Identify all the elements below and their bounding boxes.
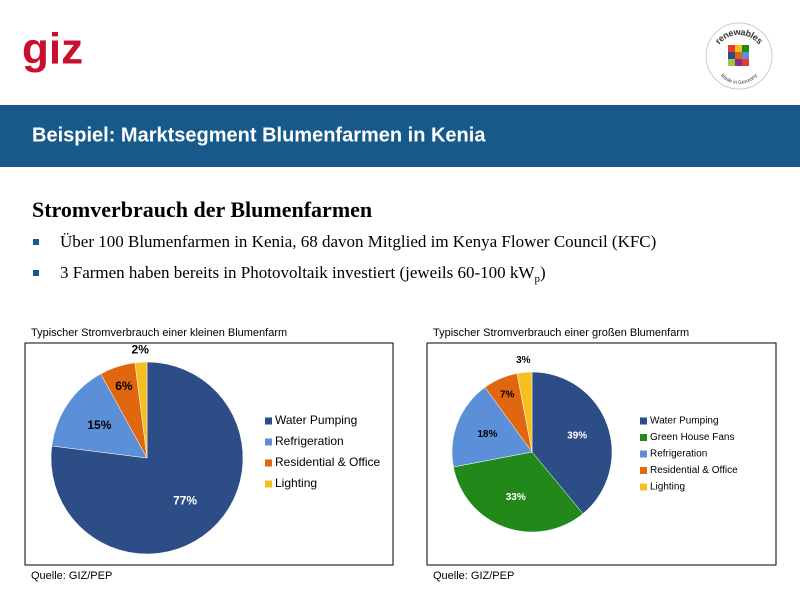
- bullet-subscript: p: [534, 273, 540, 285]
- legend-swatch: [640, 434, 647, 441]
- header-title: Beispiel: Marktsegment Blumenfarmen in K…: [32, 124, 486, 146]
- chart-source: Quelle: GIZ/PEP: [433, 570, 514, 582]
- chart-title: Typischer Stromverbrauch einer großen Bl…: [433, 327, 689, 339]
- badge-tile: [742, 59, 749, 66]
- value-label: 7%: [500, 389, 515, 400]
- chart-frame: [426, 342, 777, 566]
- value-label: 6%: [115, 379, 133, 393]
- legend-swatch: [265, 459, 272, 467]
- bullet-marker: [33, 270, 39, 276]
- bullet: Über 100 Blumenfarmen in Kenia, 68 davon…: [60, 232, 656, 251]
- legend-swatch: [265, 438, 272, 446]
- badge: renewables Made in Germany: [705, 22, 773, 90]
- legend-swatch: [640, 483, 647, 491]
- pie-slice: [134, 361, 148, 459]
- pie-slice: [516, 371, 533, 453]
- value-label: 33%: [506, 492, 526, 503]
- legend-swatch: [265, 417, 272, 425]
- badge-tile: [735, 45, 742, 52]
- bullet-text: 3 Farmen haben bereits in Photovoltaik i…: [60, 263, 535, 282]
- chart-frame: [24, 342, 394, 566]
- legend-swatch: [640, 417, 647, 425]
- bullet-marker: [33, 239, 39, 245]
- chart-source: Quelle: GIZ/PEP: [31, 570, 112, 582]
- legend-label: Lighting: [275, 476, 317, 490]
- value-label: 77%: [173, 493, 197, 507]
- badge-tile: [735, 52, 742, 59]
- badge-tile: [742, 52, 749, 59]
- legend-label: Green House Fans: [650, 432, 735, 443]
- badge-tile: [742, 45, 749, 52]
- bullet: 3 Farmen haben bereits in Photovoltaik i…: [60, 263, 546, 285]
- header-band: [0, 105, 800, 167]
- logo: giz: [22, 25, 83, 74]
- value-label: 18%: [477, 429, 497, 440]
- legend-label: Water Pumping: [275, 413, 357, 427]
- legend-swatch: [265, 480, 272, 488]
- pie-slice: [51, 373, 148, 459]
- heading: Stromverbrauch der Blumenfarmen: [32, 197, 372, 222]
- pie-slice: [453, 451, 584, 533]
- legend-swatch: [640, 467, 647, 474]
- badge-tile: [728, 59, 735, 66]
- badge-tile: [728, 45, 735, 52]
- value-label: 2%: [132, 342, 150, 356]
- value-label: 15%: [87, 418, 111, 432]
- legend-label: Refrigeration: [275, 434, 344, 448]
- pie-slice: [451, 386, 533, 468]
- pie-slice: [531, 371, 613, 514]
- legend-label: Residential & Office: [650, 465, 738, 476]
- bullet-end: ): [540, 263, 546, 282]
- badge-tile: [728, 52, 735, 59]
- legend-label: Refrigeration: [650, 449, 707, 460]
- legend-label: Residential & Office: [275, 455, 380, 469]
- badge-tile: [735, 59, 742, 66]
- value-label: 39%: [567, 430, 587, 441]
- legend-label: Lighting: [650, 482, 685, 493]
- chart-title: Typischer Stromverbrauch einer kleinen B…: [31, 327, 287, 339]
- legend-label: Water Pumping: [650, 416, 719, 427]
- legend-swatch: [640, 450, 647, 458]
- value-label: 3%: [516, 355, 531, 366]
